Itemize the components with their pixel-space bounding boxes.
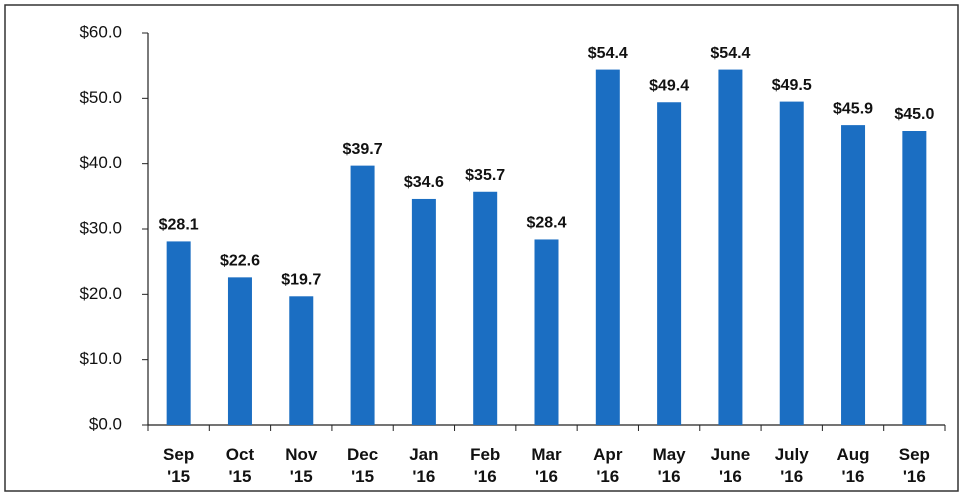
x-tick-label: Aug '16 <box>836 445 870 486</box>
x-tick-label: Sep '16 <box>898 445 930 486</box>
bar <box>289 296 314 425</box>
value-label: $49.5 <box>772 77 812 94</box>
bar <box>718 69 743 425</box>
x-tick-label: Sep '15 <box>163 445 195 486</box>
x-tick-label: June '16 <box>710 445 751 486</box>
y-tick-label: $40.0 <box>79 153 122 172</box>
x-tick-label: Oct '15 <box>225 445 255 486</box>
bar <box>411 198 436 425</box>
x-tick-label: Mar '16 <box>531 445 562 486</box>
y-tick-label: $10.0 <box>79 349 122 368</box>
bar <box>350 165 375 426</box>
bar <box>227 277 252 425</box>
bar <box>166 241 191 425</box>
x-tick-label: Nov '15 <box>285 445 318 486</box>
y-tick-label: $50.0 <box>79 88 122 107</box>
x-tick-label: Apr '16 <box>593 445 623 486</box>
x-tick-label: July '16 <box>774 445 809 486</box>
bar <box>657 102 682 426</box>
value-label: $28.1 <box>159 217 199 234</box>
y-tick-label: $0.0 <box>89 414 122 433</box>
value-label: $35.7 <box>465 167 505 184</box>
value-label: $19.7 <box>281 272 321 289</box>
value-label: $45.9 <box>833 100 873 117</box>
value-label: $54.4 <box>710 45 750 62</box>
value-label: $45.0 <box>894 106 934 123</box>
bar <box>595 69 620 425</box>
y-tick-label: $60.0 <box>79 22 122 41</box>
value-label: $22.6 <box>220 253 260 270</box>
y-tick-label: $30.0 <box>79 218 122 237</box>
frame <box>4 4 959 492</box>
bar <box>473 191 498 425</box>
value-label: $34.6 <box>404 174 444 191</box>
x-tick-label: Dec '15 <box>346 445 379 486</box>
bar <box>779 101 804 425</box>
value-label: $49.4 <box>649 77 689 94</box>
value-label: $39.7 <box>343 141 383 158</box>
y-tick-label: $20.0 <box>79 284 122 303</box>
bar <box>902 131 927 425</box>
x-tick-label: Feb '16 <box>470 445 501 486</box>
bar <box>841 125 866 426</box>
x-tick-label: May '16 <box>652 445 686 486</box>
value-label: $28.4 <box>526 215 566 232</box>
x-tick-label: Jan '16 <box>409 445 439 486</box>
value-label: $54.4 <box>588 45 628 62</box>
bar <box>534 239 559 425</box>
